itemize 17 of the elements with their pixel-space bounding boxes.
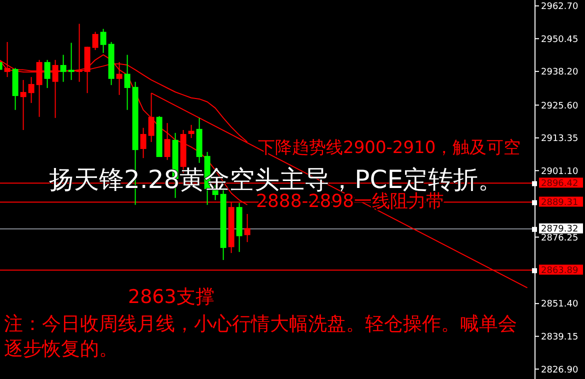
- ref-line-label: 2889.31: [541, 198, 578, 208]
- y-tick-label: 2826.90: [541, 365, 578, 376]
- y-tick-label: 2925.60: [541, 101, 578, 112]
- annotation: 下降趋势线2900-2910，触及可空: [258, 138, 521, 158]
- y-tick-label: 2901.10: [541, 166, 578, 177]
- annotation: 注：今日收周线月线，小心行情大幅洗盘。轻仓操作。喊单会逐步恢复的。: [4, 313, 517, 360]
- annotation: 2863支撑: [128, 286, 214, 308]
- y-tick-label: 2962.70: [541, 2, 578, 12]
- y-tick-label: 2938.20: [541, 68, 578, 78]
- y-tick-label: 2839.15: [541, 332, 578, 342]
- y-tick-label: 2876.25: [541, 233, 578, 244]
- y-tick-label: 2913.35: [541, 134, 578, 144]
- y-tick-label: 2851.40: [541, 300, 578, 310]
- ref-line-label: 2863.89: [541, 266, 578, 276]
- y-tick-label: 2950.45: [541, 34, 578, 45]
- ref-line-label: 2879.32: [541, 224, 578, 235]
- ref-line-label: 2896.42: [541, 178, 578, 189]
